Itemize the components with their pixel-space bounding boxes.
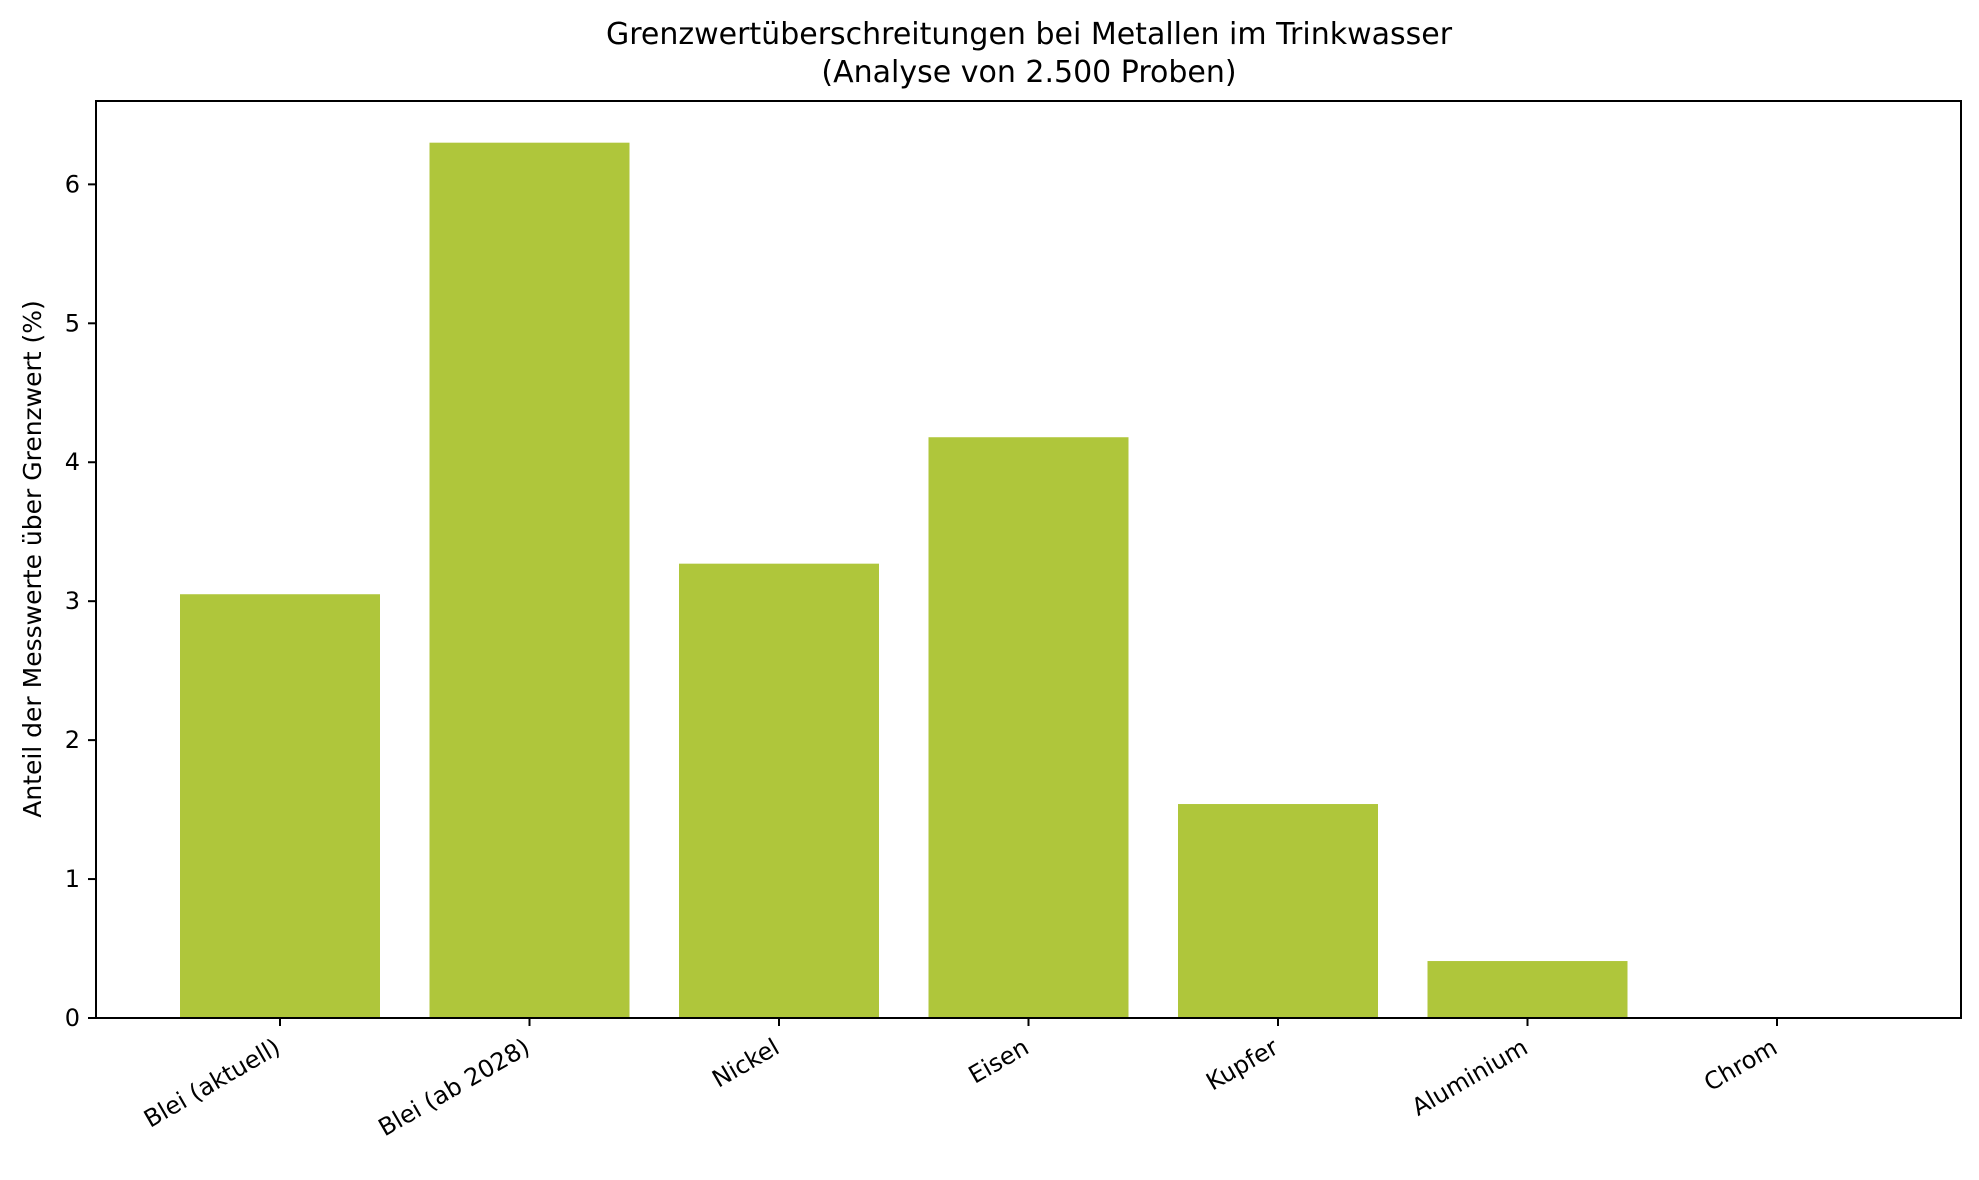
y-tick-label: 5 (65, 309, 80, 337)
y-axis: 0 1 2 3 4 5 6 (65, 170, 96, 1032)
bar-2 (679, 563, 879, 1018)
y-tick-label: 2 (65, 726, 80, 754)
x-tick-label: Chrom (1699, 1033, 1782, 1097)
bar-4 (1178, 804, 1378, 1018)
y-axis-label: Anteil der Messwerte über Grenzwert (%) (18, 300, 47, 818)
x-tick-label: Blei (aktuell) (139, 1033, 285, 1133)
bars-group (180, 142, 1628, 1018)
x-tick-label: Kupfer (1201, 1033, 1283, 1096)
y-tick-label: 6 (65, 170, 80, 198)
bar-3 (928, 437, 1129, 1018)
y-tick-label: 3 (65, 587, 80, 615)
bar-0 (180, 594, 380, 1018)
x-axis: Blei (aktuell) Blei (ab 2028) Nickel Eisen K… (139, 1018, 1782, 1142)
bar-1 (429, 142, 630, 1018)
x-tick-label: Eisen (964, 1033, 1034, 1089)
x-tick-label: Blei (ab 2028) (374, 1033, 535, 1142)
y-tick-label: 1 (65, 865, 80, 893)
chart-subtitle: (Analyse von 2.500 Proben) (821, 55, 1236, 90)
x-tick-label: Aluminium (1407, 1033, 1533, 1122)
chart-title: Grenzwertüberschreitungen bei Metallen i… (606, 17, 1453, 52)
y-tick-label: 0 (65, 1004, 80, 1032)
y-tick-label: 4 (65, 448, 80, 476)
bar-5 (1427, 961, 1628, 1018)
x-tick-label: Nickel (707, 1033, 784, 1093)
